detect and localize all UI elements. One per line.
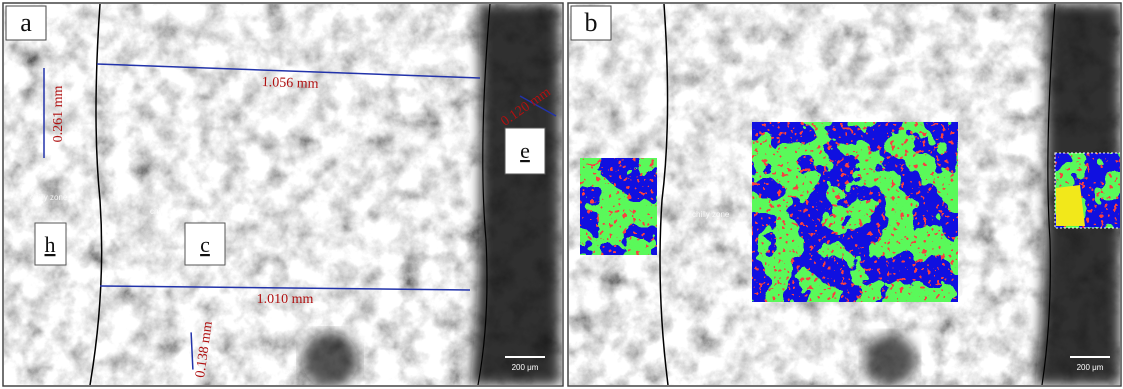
phase-map (1055, 153, 1121, 228)
panel-b: b chilly zone 200 μm (568, 3, 1121, 386)
zone-label: c (200, 232, 210, 257)
annotation: chilly zone (150, 207, 188, 216)
measurement: 1.056 mm (261, 75, 318, 92)
panel-label: a (20, 8, 32, 37)
annotation: chilly zone (692, 210, 730, 219)
phase-map (580, 158, 657, 255)
phase-map (752, 122, 958, 302)
scale-bar-label: 200 μm (512, 363, 539, 372)
panel-label: b (585, 8, 598, 37)
zone-label: h (45, 232, 56, 257)
micrograph (4, 4, 562, 388)
micrograph (569, 4, 1121, 386)
zone-label: e (520, 138, 530, 163)
figure: a 1.056 mm 0.261 mm 0.120 mm 1.010 mm 0.… (0, 0, 1123, 389)
panel-a: a 1.056 mm 0.261 mm 0.120 mm 1.010 mm 0.… (3, 3, 563, 388)
measurement: 0.261 mm (51, 86, 66, 143)
annotation: chilly zone (30, 193, 68, 202)
scale-bar-label: 200 μm (1077, 363, 1104, 372)
measurement: 1.010 mm (257, 292, 314, 307)
